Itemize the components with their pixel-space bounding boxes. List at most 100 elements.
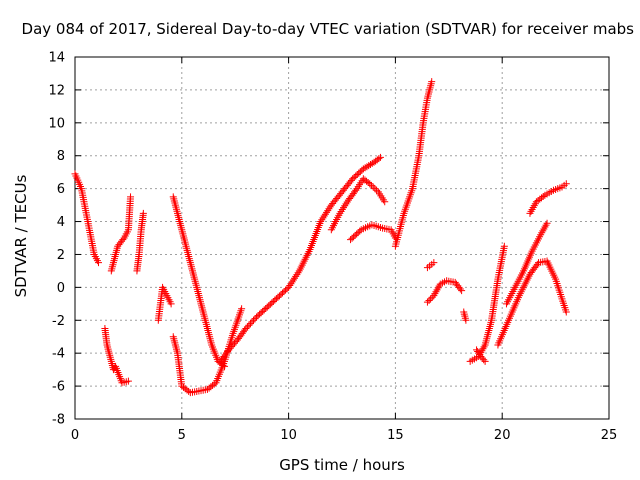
data-point-marker: [367, 181, 375, 189]
data-point-marker: [477, 352, 485, 360]
data-point-marker: [293, 271, 301, 279]
data-point-marker: [539, 193, 547, 201]
data-point-marker: [323, 208, 331, 216]
data-point-marker: [423, 298, 431, 306]
data-point-marker: [226, 344, 234, 352]
data-point-marker: [480, 356, 488, 364]
data-point-marker: [291, 274, 299, 282]
axis-ticks: 0 5 10 15 20 25 -8 -6 -4 -2 0 2 4 6 8 10 12 14: [48, 51, 617, 444]
y-tick-label: 2: [57, 248, 65, 263]
grid-lines: [75, 57, 609, 419]
data-point-marker: [462, 316, 470, 324]
data-point-marker: [167, 300, 175, 308]
data-point-marker: [318, 216, 326, 224]
data-point-marker: [230, 339, 238, 347]
data-point-marker: [242, 325, 250, 332]
data-point-marker: [352, 186, 360, 194]
data-point-marker: [562, 308, 570, 316]
y-tick-label: 6: [57, 182, 65, 197]
y-axis-label: SDTVAR / TECUs: [12, 174, 30, 298]
data-point-marker: [185, 387, 193, 395]
data-points: [71, 78, 570, 397]
data-point-marker: [364, 178, 372, 186]
data-point-marker: [458, 287, 466, 295]
y-tick-label: -2: [52, 314, 65, 329]
data-point-marker: [289, 276, 297, 284]
data-point-marker: [425, 297, 433, 305]
data-point-marker: [139, 209, 147, 217]
y-tick-label: 0: [57, 281, 65, 296]
data-point-marker: [288, 278, 296, 286]
data-point-marker: [381, 198, 389, 206]
data-point-marker: [366, 161, 374, 169]
data-point-marker: [325, 205, 333, 213]
data-point-marker: [124, 377, 132, 385]
data-point-marker: [119, 236, 127, 244]
data-point-marker: [243, 323, 251, 331]
data-point-marker: [430, 259, 438, 267]
data-point-marker: [286, 282, 294, 290]
data-point-marker: [562, 180, 570, 188]
x-tick-label: 20: [494, 428, 511, 443]
data-point-marker: [356, 227, 364, 235]
x-tick-label: 25: [601, 428, 618, 443]
y-tick-label: 10: [48, 116, 65, 131]
data-point-marker: [366, 180, 374, 188]
y-tick-label: 4: [57, 215, 65, 230]
x-tick-label: 5: [178, 428, 186, 443]
y-tick-label: 12: [48, 83, 65, 98]
data-point-marker: [250, 316, 258, 324]
data-point-marker: [456, 285, 464, 293]
data-point-marker: [369, 183, 377, 191]
data-point-marker: [428, 293, 436, 301]
y-tick-label: -8: [52, 413, 65, 428]
data-point-marker: [248, 318, 256, 326]
data-point-marker: [251, 315, 259, 323]
data-point-marker: [324, 207, 332, 215]
data-point-marker: [347, 176, 355, 184]
data-point-marker: [245, 321, 253, 329]
x-tick-label: 15: [387, 428, 404, 443]
y-tick-label: -4: [52, 347, 65, 362]
data-point-marker: [225, 346, 233, 354]
data-point-marker: [543, 219, 551, 227]
data-point-marker: [287, 280, 295, 288]
y-tick-label: 14: [48, 51, 65, 66]
data-point-marker: [292, 272, 300, 280]
data-point-marker: [94, 259, 102, 267]
data-point-marker: [319, 214, 327, 222]
data-point-marker: [359, 165, 367, 173]
data-point-marker: [365, 162, 373, 170]
x-tick-label: 10: [280, 428, 297, 443]
data-point-marker: [317, 218, 325, 226]
data-point-marker: [481, 357, 489, 365]
data-point-marker: [219, 361, 227, 369]
data-point-marker: [246, 320, 254, 328]
plot-frame: [74, 56, 610, 420]
data-point-marker: [373, 186, 381, 194]
data-point-marker: [361, 164, 369, 172]
x-axis-label: GPS time / hours: [279, 456, 405, 474]
y-tick-label: 8: [57, 149, 65, 164]
data-point-marker: [321, 210, 329, 218]
data-point-marker: [376, 153, 384, 161]
data-point-marker: [221, 362, 229, 370]
data-point-marker: [478, 354, 486, 362]
data-point-marker: [428, 78, 436, 86]
data-point-marker: [320, 212, 328, 220]
data-point-marker: [285, 283, 293, 291]
data-point-marker: [228, 343, 236, 351]
data-point-marker: [238, 305, 246, 313]
x-tick-label: 0: [71, 428, 79, 443]
data-point-marker: [375, 155, 383, 163]
data-point-marker: [294, 269, 302, 277]
data-point-marker: [500, 242, 508, 250]
data-point-marker: [127, 193, 135, 201]
chart-title: Day 084 of 2017, Sidereal Day-to-day VTE…: [21, 20, 634, 38]
y-tick-label: -6: [52, 380, 65, 395]
data-point-marker: [229, 341, 237, 349]
data-point-marker: [363, 163, 371, 171]
data-point-marker: [371, 185, 379, 193]
data-point-marker: [427, 295, 435, 303]
